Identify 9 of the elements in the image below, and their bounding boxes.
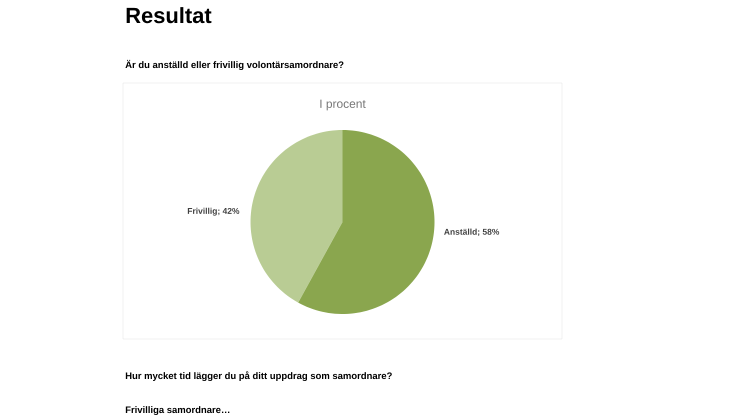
- data-label: ; 58%: [478, 228, 500, 236]
- text: Hur mycket tid lägger du på ditt uppdrag som samordnare?: [126, 371, 392, 381]
- text: Resultat: [126, 7, 212, 24]
- text: Är du anställd eller frivillig volontärsamordnare?: [125, 60, 344, 70]
- text: Frivilliga samordnare…: [126, 406, 230, 415]
- slice-label: Frivillig: [188, 208, 217, 216]
- data-label: ; 42%: [218, 208, 240, 216]
- chart-title: I procent: [320, 100, 366, 110]
- slice-label: Anställd: [444, 228, 477, 235]
